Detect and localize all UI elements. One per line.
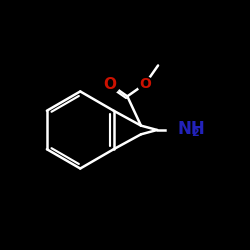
Text: 2: 2 bbox=[191, 128, 199, 138]
Text: O: O bbox=[104, 77, 117, 92]
Text: O: O bbox=[139, 77, 151, 91]
Text: NH: NH bbox=[177, 120, 205, 138]
